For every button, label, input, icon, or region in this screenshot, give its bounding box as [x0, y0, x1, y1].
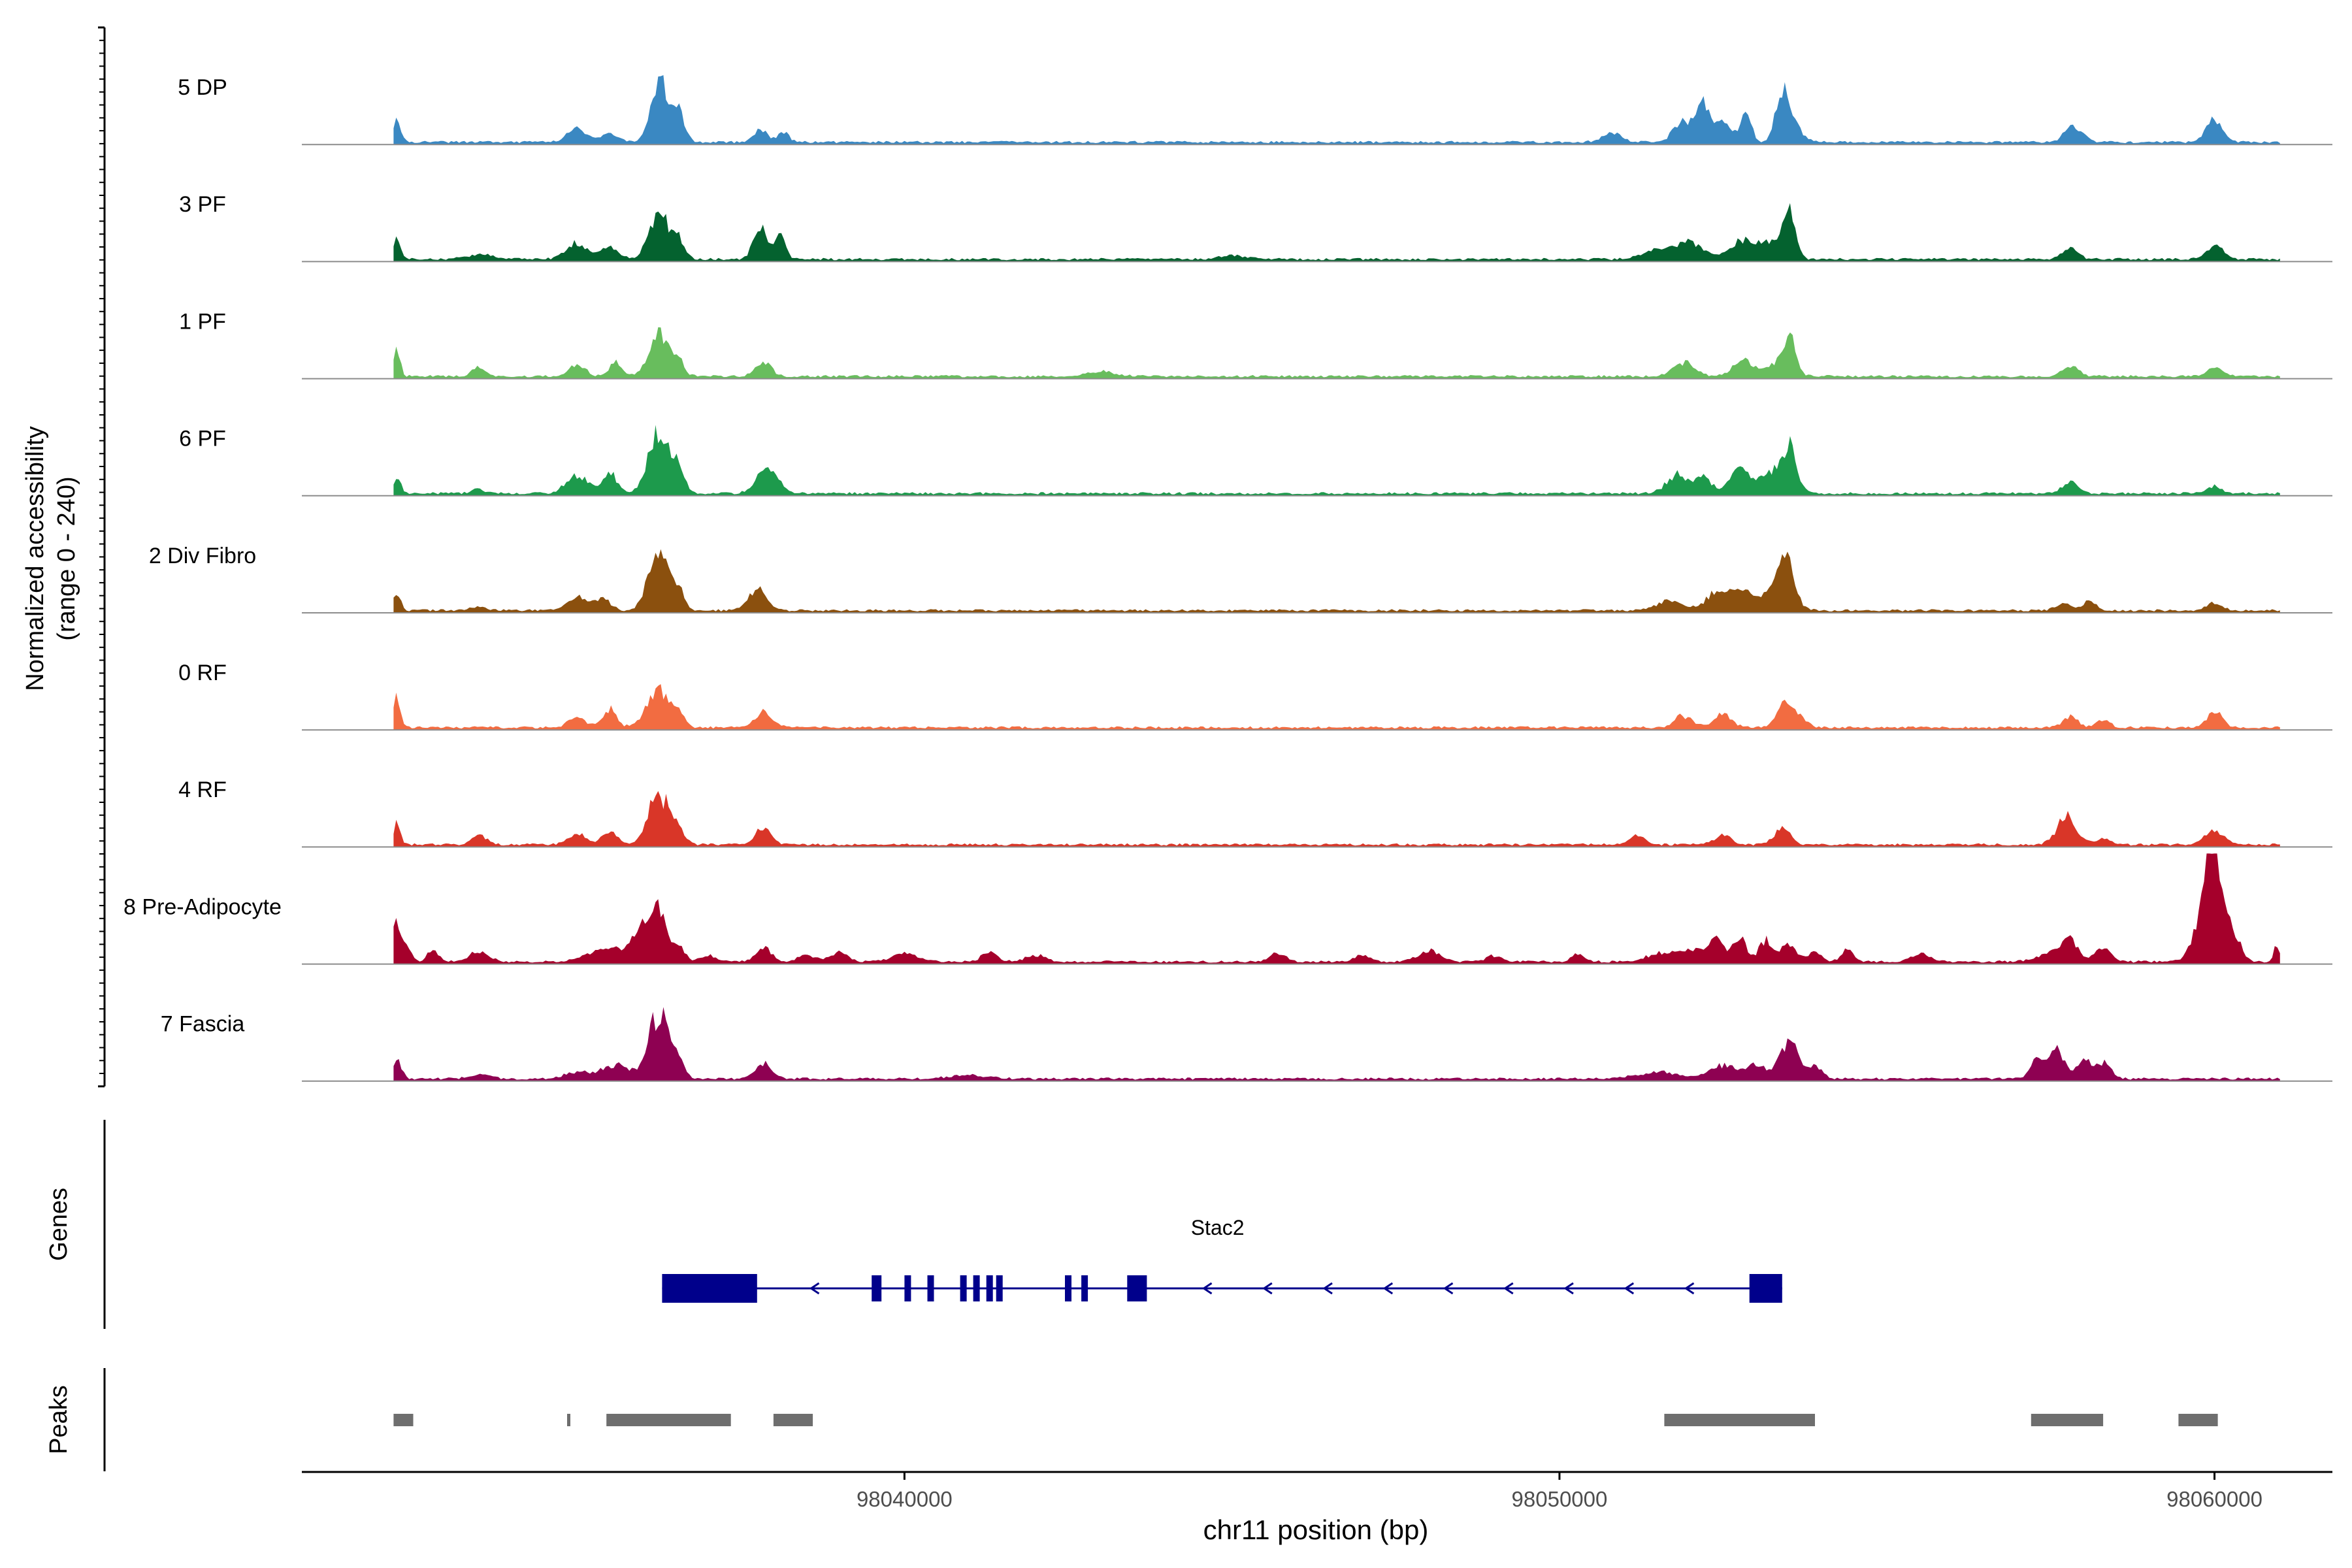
gene-exon — [904, 1275, 911, 1301]
coverage-tracks: 5 DP 3 PF 1 PF 6 PF 2 Div Fibro 0 RF 4 RF 8 Pre… — [123, 75, 2332, 1082]
strand-arrow — [1443, 1282, 1454, 1295]
genes-track-label: Genes — [45, 1188, 73, 1261]
track-0-rf: 0 RF — [178, 661, 2332, 731]
coverage-area — [393, 549, 2280, 613]
gene-exon — [927, 1275, 934, 1301]
track-label: 0 RF — [178, 661, 227, 685]
track-1-pf: 1 PF — [179, 309, 2332, 380]
strand-arrow — [1624, 1282, 1635, 1295]
coverage-area — [393, 75, 2280, 145]
peak-region — [773, 1414, 813, 1426]
gene-exon — [1127, 1275, 1147, 1301]
gene-exon — [872, 1275, 882, 1301]
track-7-fascia: 7 Fascia — [161, 1007, 2332, 1082]
peaks-track-label: Peaks — [45, 1385, 73, 1454]
strand-arrow — [1563, 1282, 1574, 1295]
gene-exon — [662, 1274, 757, 1303]
strand-arrow — [1322, 1282, 1333, 1295]
strand-arrow — [1201, 1282, 1213, 1295]
coverage-area — [393, 327, 2280, 379]
track-label: 5 DP — [178, 75, 227, 100]
coverage-area — [393, 791, 2280, 847]
gene-stac2: Stac2 — [662, 1216, 1782, 1303]
track-label: 2 Div Fibro — [149, 544, 256, 568]
track-3-pf: 3 PF — [179, 192, 2332, 263]
track-4-rf: 4 RF — [178, 777, 2332, 848]
y-axis-title: Normalized accessibility — [22, 426, 49, 691]
x-tick-label: 98050000 — [1512, 1487, 1608, 1511]
strand-arrow — [809, 1282, 820, 1295]
track-8-pre-adipocyte: 8 Pre-Adipocyte — [123, 853, 2332, 965]
coverage-area — [393, 853, 2280, 964]
gene-exon — [996, 1275, 1003, 1301]
gene-exon — [1749, 1274, 1782, 1303]
gene-exon — [1081, 1275, 1088, 1301]
gene-exon — [1065, 1275, 1071, 1301]
track-label: 6 PF — [179, 427, 226, 451]
peak-region — [2178, 1414, 2218, 1426]
gene-name-label: Stac2 — [1191, 1216, 1245, 1239]
coverage-area — [393, 203, 2280, 262]
accessibility-axis — [98, 26, 106, 1088]
peaks-track — [393, 1414, 2218, 1426]
peak-region — [606, 1414, 731, 1426]
coverage-area — [393, 684, 2280, 730]
gene-exon — [973, 1275, 980, 1301]
x-axis: 98040000 98050000 98060000 — [302, 1471, 2332, 1511]
gene-exon — [960, 1275, 967, 1301]
track-6-pf: 6 PF — [179, 425, 2332, 497]
track-label: 1 PF — [179, 309, 226, 334]
peak-region — [1664, 1414, 1815, 1426]
coverage-area — [393, 1007, 2280, 1081]
track-5-dp: 5 DP — [178, 75, 2332, 146]
track-label: 4 RF — [178, 777, 227, 802]
strand-arrow — [1684, 1282, 1695, 1295]
coverage-area — [393, 425, 2280, 496]
y-axis-subtitle: (range 0 - 240) — [53, 476, 80, 640]
strand-arrow — [1503, 1282, 1514, 1295]
peak-region — [2031, 1414, 2104, 1426]
track-label: 7 Fascia — [161, 1012, 245, 1037]
peak-region — [567, 1414, 570, 1426]
x-axis-title: chr11 position (bp) — [1203, 1514, 1429, 1545]
peak-region — [393, 1414, 414, 1426]
gene-exon — [986, 1275, 993, 1301]
gene-track: Stac2 — [662, 1216, 1782, 1303]
strand-arrow — [1382, 1282, 1394, 1295]
strand-arrow — [1262, 1282, 1273, 1295]
track-2-div-fibro: 2 Div Fibro — [149, 544, 2332, 613]
track-label: 3 PF — [179, 192, 226, 217]
x-tick-label: 98040000 — [857, 1487, 953, 1511]
x-tick-label: 98060000 — [2166, 1487, 2262, 1511]
track-label: 8 Pre-Adipocyte — [123, 894, 282, 919]
